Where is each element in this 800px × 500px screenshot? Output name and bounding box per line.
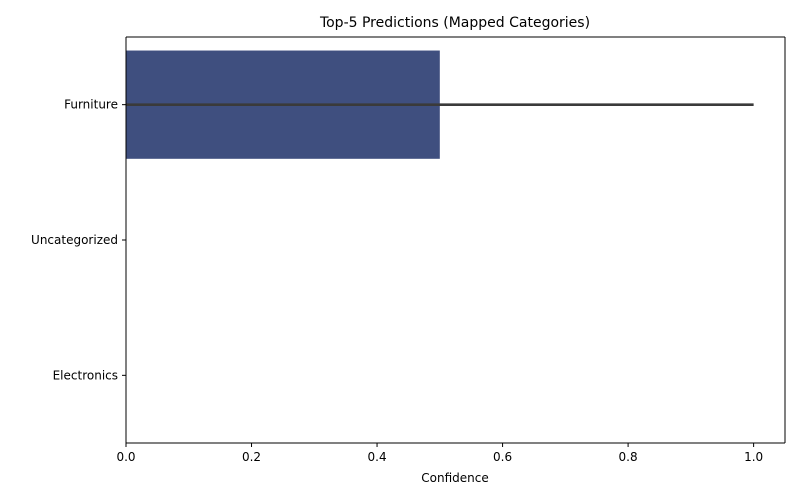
x-axis-label: Confidence xyxy=(421,471,488,485)
x-tick-label: 0.8 xyxy=(619,450,638,464)
x-tick-label: 0.6 xyxy=(493,450,512,464)
x-tick-label: 0.2 xyxy=(242,450,261,464)
y-tick-label: Furniture xyxy=(64,98,118,112)
y-tick-label: Electronics xyxy=(53,368,118,382)
x-tick-label: 1.0 xyxy=(744,450,763,464)
x-tick-label: 0.0 xyxy=(116,450,135,464)
y-tick-label: Uncategorized xyxy=(31,233,118,247)
x-tick-label: 0.4 xyxy=(368,450,387,464)
chart-title: Top-5 Predictions (Mapped Categories) xyxy=(319,15,590,31)
plot-area xyxy=(126,50,754,159)
axes: 0.0 0.2 0.4 0.6 0.8 1.0 Furniture Uncategorized… xyxy=(31,36,786,464)
